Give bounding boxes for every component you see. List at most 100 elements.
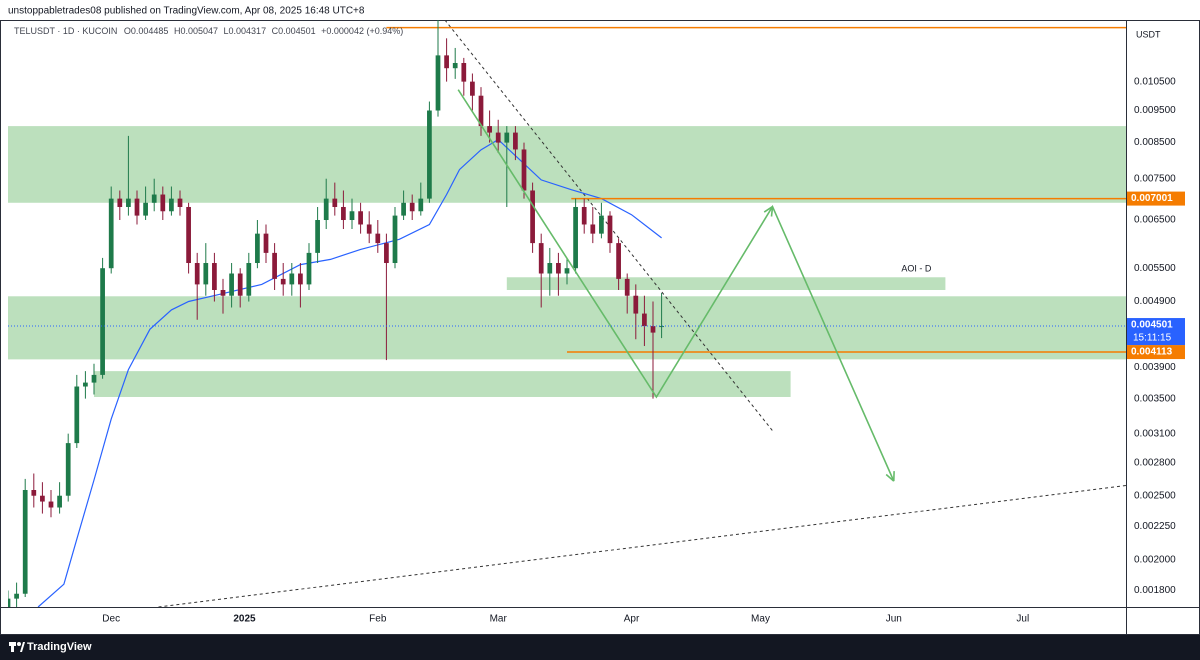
candle-body [478, 95, 484, 127]
ohlc-value: 0.004485 [131, 26, 169, 36]
candle-body [160, 194, 166, 212]
candle-body [263, 233, 269, 253]
candle-body [126, 198, 131, 207]
level-axis-badge [1127, 345, 1185, 360]
candle-body [74, 386, 80, 444]
candle-body [108, 198, 114, 269]
candle-body [212, 263, 217, 290]
candle-body [57, 495, 62, 508]
candle-body [427, 110, 432, 199]
logo-shape [17, 642, 21, 646]
x-tick-label: Feb [369, 614, 387, 625]
candle-body [315, 220, 320, 253]
candle-body [332, 198, 338, 207]
current-price-label: 0.004501 [1131, 320, 1173, 331]
candle-body [624, 278, 630, 296]
logo-shape [20, 642, 25, 652]
candle-body [633, 295, 639, 314]
candle-body [461, 63, 467, 82]
x-tick-label: Jul [1016, 614, 1029, 625]
candle-body [366, 224, 372, 234]
current-price-badge [1127, 318, 1185, 346]
x-tick-label: Jun [886, 614, 902, 625]
candle-body [177, 198, 183, 207]
candle-body [392, 215, 398, 264]
x-tick-label: Apr [624, 614, 640, 625]
candle-body [40, 495, 45, 502]
candle-body [229, 273, 234, 296]
projection-arrowhead [763, 205, 774, 217]
footer-bar [0, 635, 1200, 660]
candle-body [590, 224, 596, 234]
candle-body [349, 211, 355, 221]
ohlc-value: 0.004501 [278, 26, 316, 36]
y-tick-label: 0.001800 [1134, 585, 1176, 596]
x-tick-label: May [751, 614, 770, 625]
candle-body [375, 233, 381, 244]
candle-body [564, 268, 570, 274]
zone [8, 126, 1126, 203]
footer-logo [9, 642, 25, 652]
candle-body [151, 194, 157, 203]
candle-body [384, 243, 389, 264]
x-tick-label: Mar [490, 614, 508, 625]
candle-body [444, 55, 449, 69]
candle-body [8, 598, 11, 607]
change: +0.000042 (+0.94%) [321, 26, 403, 36]
ohlc-key: C [272, 26, 279, 36]
candle-body [556, 263, 561, 274]
candle-body [203, 263, 209, 285]
candle-body [401, 202, 406, 216]
candle-body [642, 313, 647, 327]
candle-body [186, 206, 191, 264]
candle-body [100, 268, 105, 375]
y-tick-label: 0.010500 [1134, 76, 1176, 87]
publish-header: unstoppabletrades08 published on Trading… [8, 6, 365, 17]
candle-body [581, 206, 587, 225]
candle-body [48, 501, 54, 508]
candle-body [91, 374, 97, 383]
candle-body [495, 132, 501, 143]
footer-brand: TradingView [27, 641, 92, 653]
ohlc-value: 0.004317 [229, 26, 267, 36]
candle-body [650, 326, 656, 333]
candle-body [487, 126, 492, 133]
trendline [158, 485, 1126, 607]
zone-label: AOI - D [901, 264, 932, 274]
y-tick-label: 0.002000 [1134, 555, 1176, 566]
y-tick-label: 0.004900 [1134, 296, 1176, 307]
ohlc-value: 0.005047 [180, 26, 218, 36]
candle-body [280, 278, 286, 285]
candle-body [169, 198, 174, 212]
symbol: TELUSDT · 1D · KUCOIN [14, 26, 117, 36]
plot-area [8, 20, 1126, 607]
projection-path [457, 89, 895, 482]
candle-body [194, 263, 200, 285]
candle-body [306, 252, 312, 285]
candle-body [547, 263, 553, 274]
candle-body [341, 206, 346, 221]
candle-body [659, 326, 664, 328]
candle-body [220, 289, 226, 296]
y-tick-label: 0.002800 [1134, 458, 1176, 469]
candle-body [538, 243, 544, 274]
candle-body [521, 149, 527, 191]
candle-body [143, 202, 148, 216]
ohlc-key: O [124, 26, 131, 36]
candle-body [22, 490, 28, 594]
candle-body [255, 233, 260, 264]
projection-arrowhead [885, 471, 895, 482]
y-tick-label: 0.005500 [1134, 263, 1176, 274]
y-tick-label: 0.008500 [1134, 137, 1176, 148]
y-tick-label: 0.002250 [1134, 521, 1176, 532]
candle-body [31, 490, 37, 496]
candle-body [272, 252, 277, 279]
candle-body [418, 198, 424, 212]
currency: USDT [1136, 29, 1161, 39]
candle-body [134, 198, 140, 216]
x-tick-label: Dec [102, 614, 120, 625]
level-axis-label: 0.004113 [1131, 347, 1173, 358]
zone [94, 371, 791, 397]
candle-body [513, 132, 518, 150]
